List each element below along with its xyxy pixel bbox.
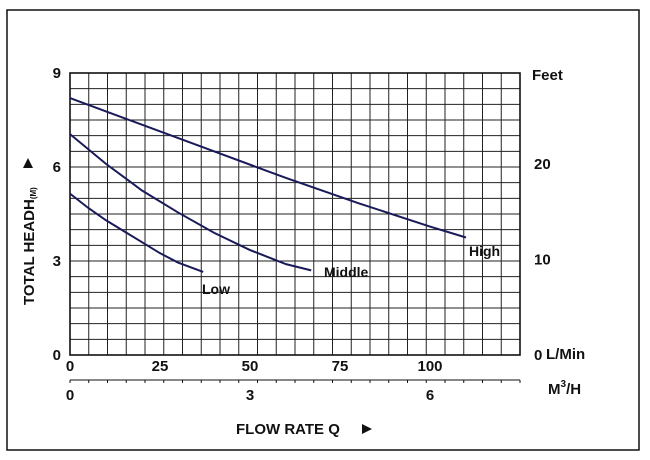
plot-border <box>69 72 521 356</box>
x-unit-bottom-main: M <box>548 381 561 398</box>
x-axis-title-text: FLOW RATE Q <box>236 421 340 438</box>
x-axis-arrow-icon <box>362 424 372 434</box>
x-unit-top-label: L/Min <box>546 346 585 363</box>
y-right-tick-label: 20 <box>534 156 551 173</box>
x-tick-label: 50 <box>242 358 259 375</box>
x-tick-label-m3h: 3 <box>246 387 254 404</box>
y-axis-title-main: TOTAL HEADH <box>21 199 38 305</box>
x-tick-label: 25 <box>152 358 169 375</box>
series-low-label: Low <box>202 281 230 297</box>
series-high-line <box>69 97 467 239</box>
x-tick-label-m3h: 0 <box>66 387 74 404</box>
series-low-line <box>69 192 204 273</box>
x-tick-label: 75 <box>332 358 349 375</box>
y-axis-title-text: TOTAL HEADH(M) <box>21 187 38 305</box>
y-axis-arrow-icon <box>23 158 33 168</box>
x-unit-bottom-suffix: /H <box>566 381 581 398</box>
x-tick-label: 0 <box>66 358 74 375</box>
series-middle-line <box>69 133 312 272</box>
tick-labels: 0 3 6 9 0 10 20 0 25 50 75 100 0 3 6 <box>53 65 551 404</box>
y-tick-label: 9 <box>53 65 61 82</box>
y-tick-label: 3 <box>53 253 61 270</box>
y-axis-title: TOTAL HEADH(M) <box>21 158 38 305</box>
series-middle-label: Middle <box>324 264 369 280</box>
grid <box>69 72 521 356</box>
y-axis-title-sub: (M) <box>29 187 38 199</box>
y-right-tick-label: 0 <box>534 347 542 364</box>
y-right-unit-label: Feet <box>532 67 563 84</box>
x-axis-title: FLOW RATE Q <box>236 421 372 438</box>
x-unit-bottom-sup: 3 <box>561 379 567 390</box>
outer-frame <box>6 9 640 451</box>
y-tick-label: 6 <box>53 159 61 176</box>
series-high-label: High <box>469 243 500 259</box>
series-layer: High Middle Low <box>69 97 500 297</box>
x-tick-label: 100 <box>417 358 442 375</box>
y-right-tick-label: 10 <box>534 251 551 268</box>
x-unit-bottom-label: M3/H <box>548 379 581 398</box>
y-tick-label: 0 <box>53 347 61 364</box>
x-tick-label-m3h: 6 <box>426 387 434 404</box>
